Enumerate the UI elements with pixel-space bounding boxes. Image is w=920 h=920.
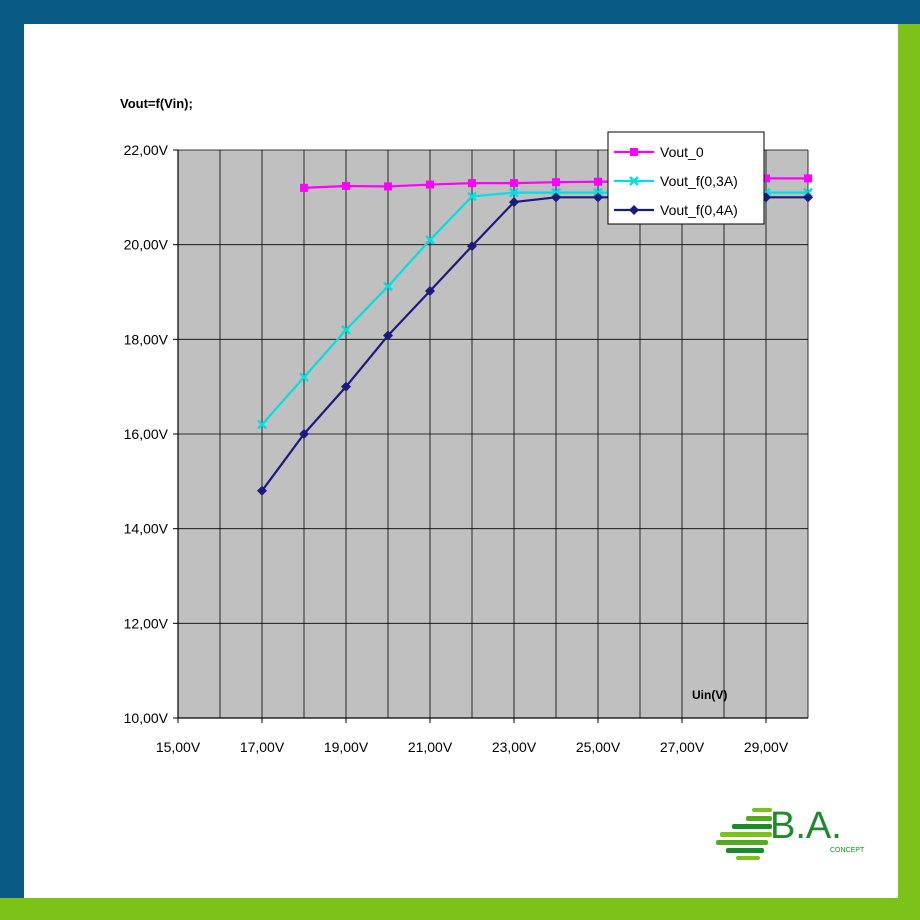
x-axis-label: Uin(V) — [692, 688, 727, 702]
data-point-diamond — [383, 330, 393, 341]
data-point-diamond — [425, 286, 435, 297]
ba-concept-logo: B.A. CONCEPT — [712, 796, 882, 876]
data-point-diamond — [509, 197, 519, 208]
data-point-diamond — [551, 192, 561, 203]
x-tick-label: 21,00V — [408, 739, 453, 755]
legend-label: Vout_0 — [660, 144, 704, 160]
frame-right-border — [898, 0, 920, 920]
data-point-x — [629, 176, 639, 186]
logo-stripe — [736, 856, 760, 860]
x-tick-label: 19,00V — [324, 739, 369, 755]
legend-label: Vout_f(0,3A) — [660, 173, 738, 189]
x-axis-ticks: 15,00V 17,00V 19,00V 21,00V 23,00V 25,00V 27,0… — [156, 718, 789, 755]
data-point-square — [510, 179, 518, 188]
y-axis-ticks: 10,00V 12,00V 14,00V 16,00V 18,00V 20,00V 22,0… — [124, 142, 178, 726]
frame-bottom-border — [0, 898, 920, 920]
ba-logo-mark: B.A. CONCEPT — [716, 805, 865, 860]
chart-title: Vout=f(Vin); — [120, 96, 193, 111]
frame-left-border — [0, 0, 24, 920]
data-point-square — [762, 174, 770, 183]
data-point-square — [468, 179, 476, 188]
x-tick-label: 23,00V — [492, 739, 537, 755]
y-tick-label: 22,00V — [124, 142, 169, 158]
data-point-square — [630, 148, 638, 156]
data-point-diamond — [299, 429, 309, 439]
data-point-square — [552, 178, 560, 187]
data-point-x — [425, 235, 435, 245]
x-tick-label: 29,00V — [744, 739, 789, 755]
data-point-diamond — [341, 381, 351, 392]
data-point-square — [342, 181, 350, 190]
data-point-square — [384, 182, 392, 191]
logo-stripe — [752, 808, 772, 812]
legend-label: Vout_f(0,4A) — [660, 202, 738, 218]
x-tick-label: 27,00V — [660, 739, 705, 755]
logo-text: B.A. — [770, 805, 842, 847]
data-point-x — [257, 419, 267, 430]
logo-stripe — [732, 824, 772, 829]
x-tick-label: 15,00V — [156, 739, 201, 755]
data-point-x — [299, 372, 309, 383]
data-point-diamond — [629, 205, 639, 215]
y-tick-label: 10,00V — [124, 710, 169, 726]
data-point-square — [594, 177, 602, 186]
x-tick-label: 25,00V — [576, 739, 621, 755]
data-point-diamond — [467, 241, 477, 252]
y-tick-label: 20,00V — [124, 237, 169, 253]
y-tick-label: 18,00V — [124, 331, 169, 347]
legend: Vout_0 Vout_f(0,3A) Vout_f(0,4A) — [607, 131, 765, 225]
data-point-x — [383, 281, 393, 292]
frame-top-border — [0, 0, 920, 24]
x-tick-label: 17,00V — [240, 739, 285, 755]
logo-stripe — [720, 832, 772, 837]
y-tick-label: 12,00V — [124, 615, 169, 631]
logo-stripe — [726, 848, 764, 853]
data-point-square — [804, 174, 812, 183]
frame-corner — [898, 0, 920, 24]
data-point-diamond — [803, 192, 813, 203]
data-point-x — [341, 324, 351, 335]
logo-subtext: CONCEPT — [830, 847, 865, 854]
data-point-x — [509, 187, 519, 198]
data-point-square — [426, 180, 434, 189]
data-point-diamond — [257, 485, 267, 496]
logo-stripe — [716, 840, 768, 845]
y-tick-label: 14,00V — [124, 521, 169, 537]
data-point-x — [467, 191, 477, 202]
logo-stripe — [746, 816, 772, 821]
y-tick-label: 16,00V — [124, 426, 169, 442]
logo-stripes-icon — [716, 808, 772, 860]
data-point-diamond — [593, 192, 603, 203]
data-point-square — [300, 183, 308, 192]
